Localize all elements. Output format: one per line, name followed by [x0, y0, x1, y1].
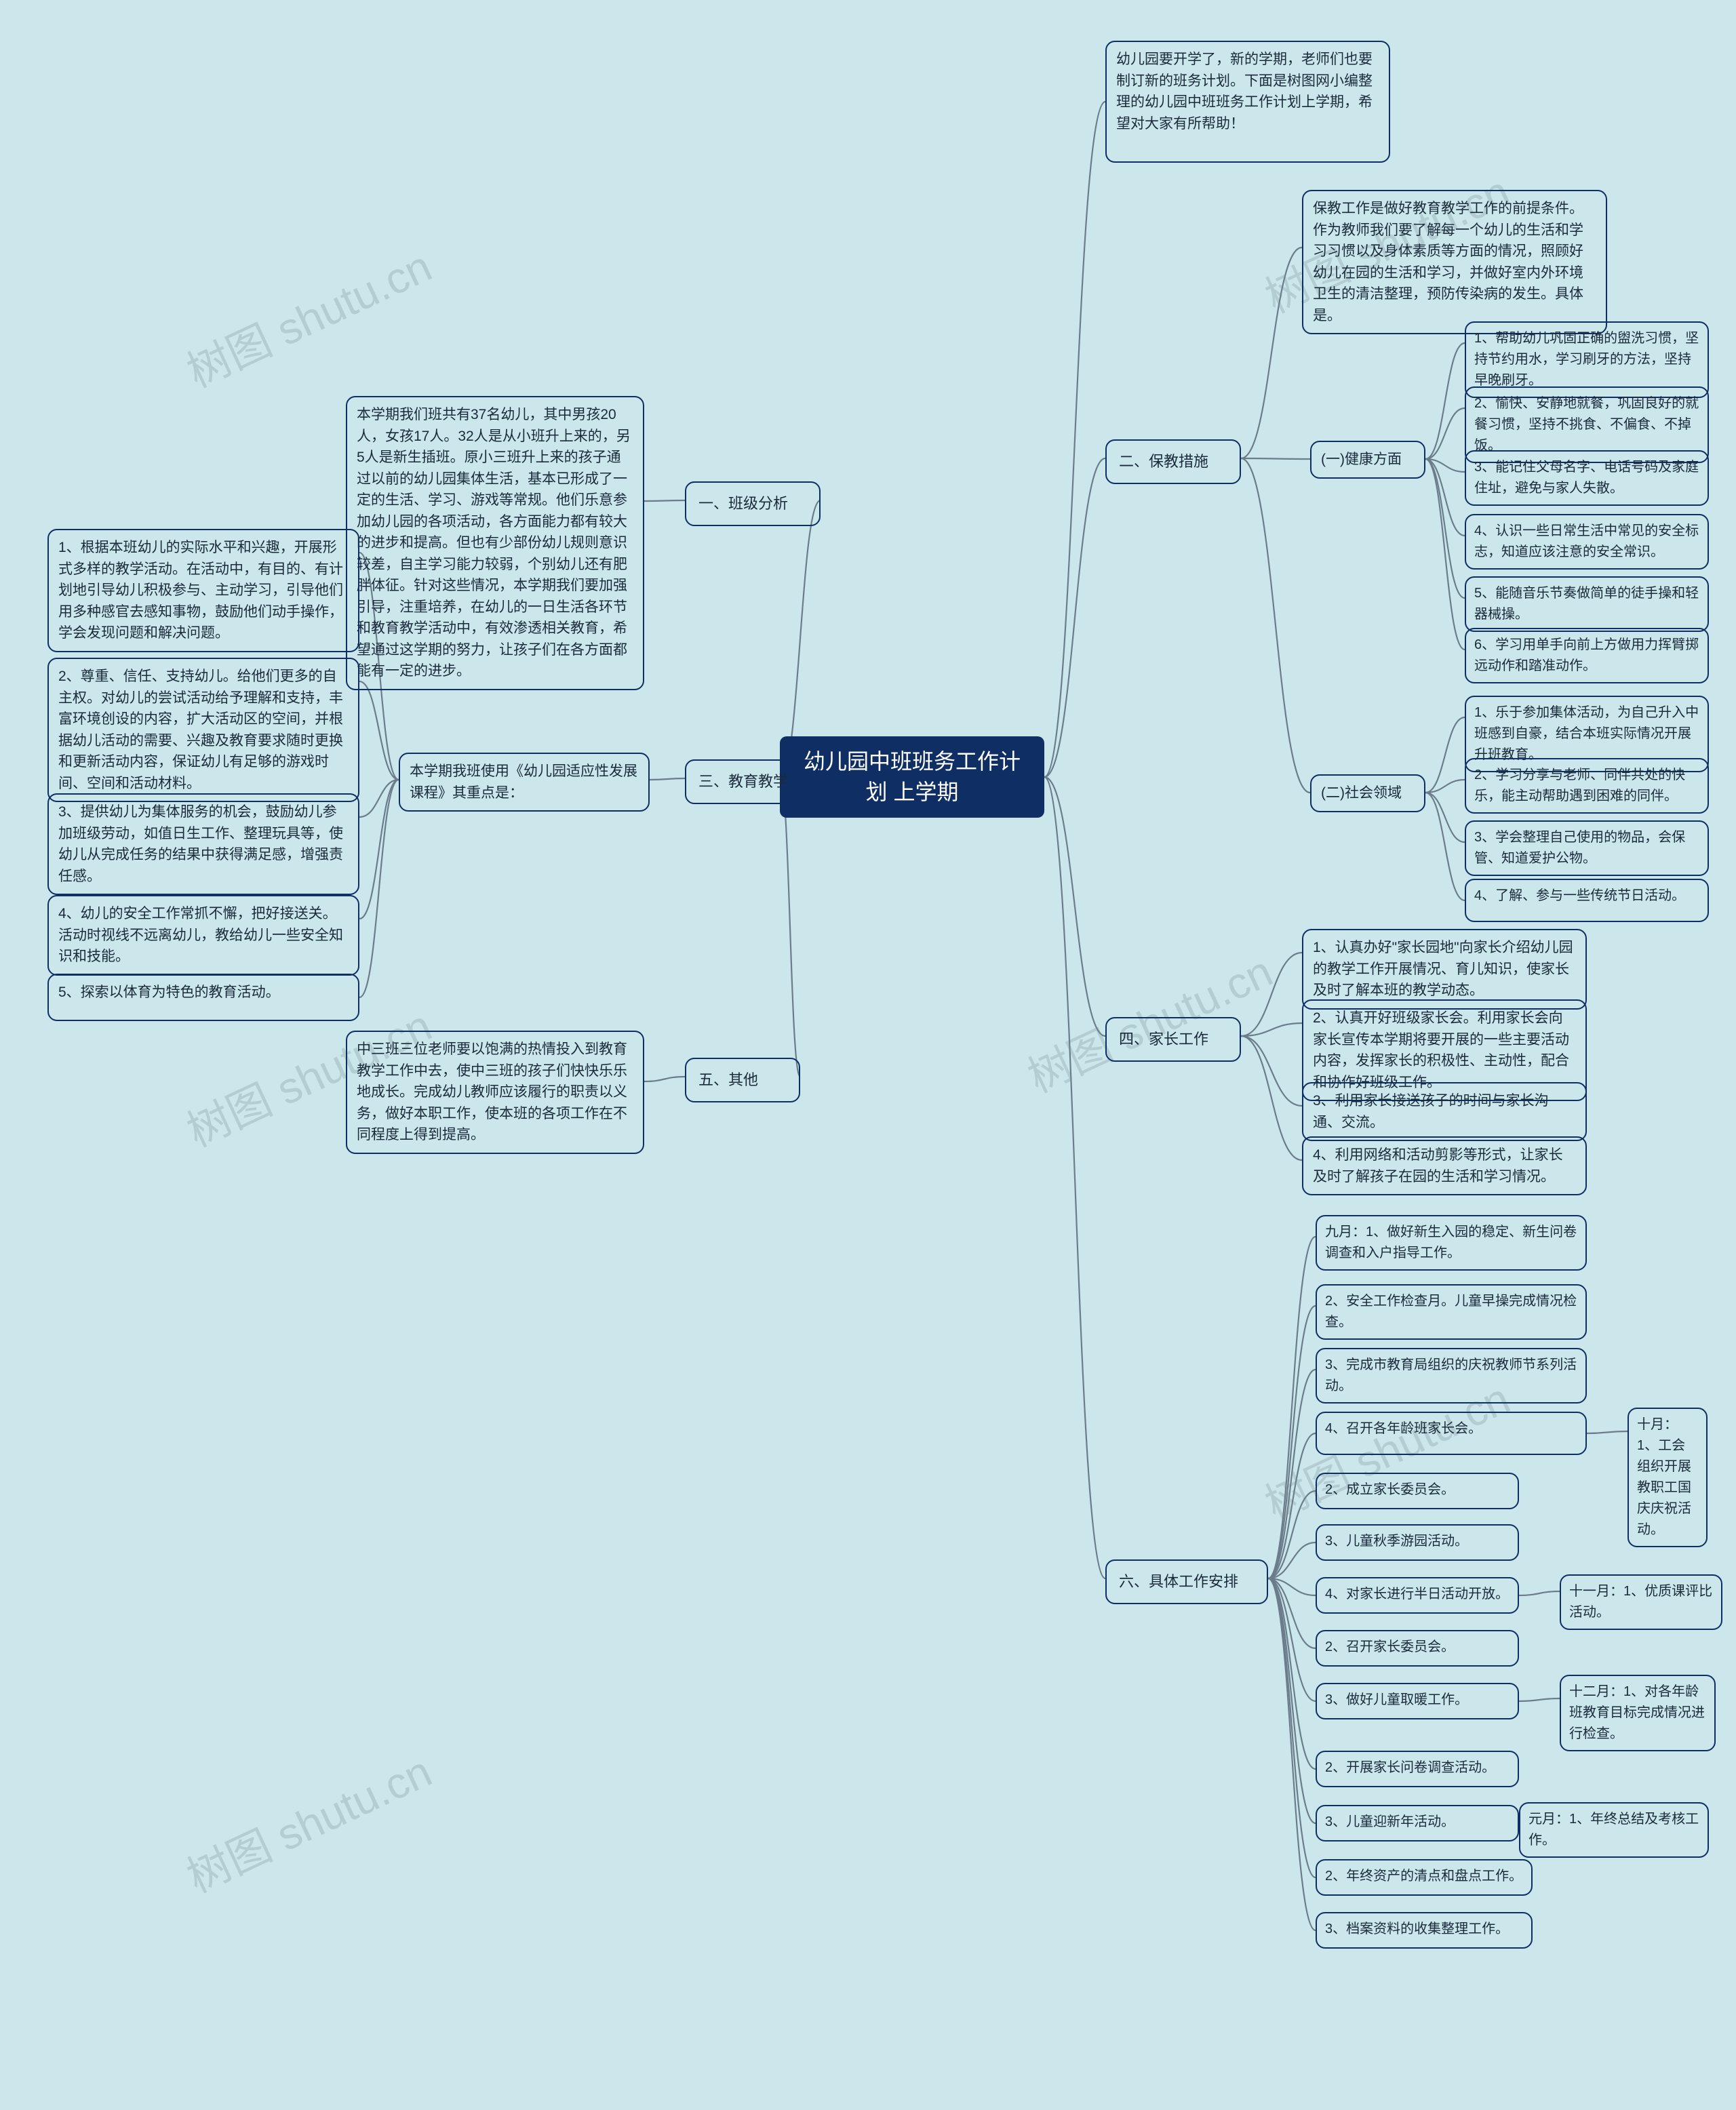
branch-6-sept-1: 九月：1、做好新生入园的稳定、新生问卷调查和入户指导工作。 — [1316, 1215, 1587, 1271]
branch-5-detail: 中三班三位老师要以饱满的热情投入到教育教学工作中去，使中三班的孩子们快快乐乐地成… — [346, 1031, 644, 1154]
watermark: 树图 shutu.cn — [176, 1737, 440, 1905]
branch-2-social: (二)社会领域 — [1310, 774, 1425, 812]
branch-6-jan-1: 2、年终资产的清点和盘点工作。 — [1316, 1859, 1533, 1896]
branch-2-detail: 保教工作是做好教育教学工作的前提条件。作为教师我们要了解每一个幼儿的生活和学习习… — [1302, 190, 1607, 334]
watermark: 树图 shutu.cn — [176, 232, 440, 399]
branch-2-health-item-5: 5、能随音乐节奏做简单的徒手操和轻器械操。 — [1465, 576, 1709, 632]
branch-6-dec-header: 十二月：1、对各年龄班教育目标完成情况进行检查。 — [1560, 1675, 1716, 1751]
branch-3-item-1: 1、根据本班幼儿的实际水平和兴趣，开展形式多样的教学活动。在活动中，有目的、有计… — [47, 529, 359, 652]
branch-3: 三、教育教学 — [685, 759, 821, 804]
branch-5: 五、其他 — [685, 1058, 800, 1102]
branch-6-nov-3: 2、开展家长问卷调查活动。 — [1316, 1751, 1519, 1787]
branch-6-oct-1: 2、成立家长委员会。 — [1316, 1473, 1519, 1509]
branch-2-social-item-2: 2、学习分享与老师、同伴共处的快乐，能主动帮助遇到困难的同伴。 — [1465, 758, 1709, 814]
branch-4-item-1: 1、认真办好"家长园地"向家长介绍幼儿园的教学工作开展情况、育儿知识，使家长及时… — [1302, 929, 1587, 1010]
intro-text: 幼儿园要开学了，新的学期，老师们也要制订新的班务计划。下面是树图网小编整理的幼儿… — [1105, 41, 1390, 163]
branch-4: 四、家长工作 — [1105, 1017, 1241, 1062]
branch-6: 六、具体工作安排 — [1105, 1559, 1268, 1604]
branch-3-item-3: 3、提供幼儿为集体服务的机会，鼓励幼儿参加班级劳动，如值日生工作、整理玩具等，使… — [47, 793, 359, 895]
branch-6-jan-header: 元月：1、年终总结及考核工作。 — [1519, 1802, 1709, 1858]
branch-2: 二、保教措施 — [1105, 439, 1241, 484]
branch-3-item-5: 5、探索以体育为特色的教育活动。 — [47, 974, 359, 1021]
branch-6-nov-1: 2、召开家长委员会。 — [1316, 1630, 1519, 1667]
branch-2-health: (一)健康方面 — [1310, 441, 1425, 479]
branch-6-jan-2: 3、档案资料的收集整理工作。 — [1316, 1912, 1533, 1949]
branch-1: 一、班级分析 — [685, 481, 821, 526]
branch-6-nov-4: 3、儿童迎新年活动。 — [1316, 1805, 1519, 1842]
branch-6-oct-3: 4、对家长进行半日活动开放。 — [1316, 1577, 1519, 1614]
branch-2-social-item-3: 3、学会整理自己使用的物品，会保管、知道爱护公物。 — [1465, 820, 1709, 876]
branch-2-social-item-4: 4、了解、参与一些传统节日活动。 — [1465, 879, 1709, 922]
branch-2-health-item-6: 6、学习用单手向前上方做用力挥臂掷远动作和踏准动作。 — [1465, 628, 1709, 683]
branch-3-detail: 本学期我班使用《幼儿园适应性发展课程》其重点是： — [399, 753, 650, 812]
branch-1-detail: 本学期我们班共有37名幼儿，其中男孩20人，女孩17人。32人是从小班升上来的，… — [346, 396, 644, 690]
branch-4-item-4: 4、利用网络和活动剪影等形式，让家长及时了解孩子在园的生活和学习情况。 — [1302, 1136, 1587, 1195]
branch-6-nov-2: 3、做好儿童取暖工作。 — [1316, 1683, 1519, 1719]
branch-6-sept-4: 4、召开各年龄班家长会。 — [1316, 1412, 1587, 1455]
branch-6-oct-header: 十月：1、工会组织开展教职工国庆庆祝活动。 — [1628, 1408, 1708, 1547]
branch-2-health-item-3: 3、能记住父母名字、电话号码及家庭住址，避免与家人失散。 — [1465, 450, 1709, 506]
branch-4-item-3: 3、利用家长接送孩子的时间与家长沟通、交流。 — [1302, 1082, 1587, 1141]
branch-3-item-4: 4、幼儿的安全工作常抓不懈，把好接送关。活动时视线不远离幼儿，教给幼儿一些安全知… — [47, 895, 359, 976]
branch-3-item-2: 2、尊重、信任、支持幼儿。给他们更多的自主权。对幼儿的尝试活动给予理解和支持，丰… — [47, 658, 359, 802]
branch-6-oct-2: 3、儿童秋季游园活动。 — [1316, 1524, 1519, 1561]
branch-2-health-item-4: 4、认识一些日常生活中常见的安全标志，知道应该注意的安全常识。 — [1465, 514, 1709, 570]
branch-6-sept-2: 2、安全工作检查月。儿童早操完成情况检查。 — [1316, 1284, 1587, 1340]
branch-6-nov-header: 十一月：1、优质课评比活动。 — [1560, 1574, 1722, 1630]
branch-6-sept-3: 3、完成市教育局组织的庆祝教师节系列活动。 — [1316, 1348, 1587, 1404]
